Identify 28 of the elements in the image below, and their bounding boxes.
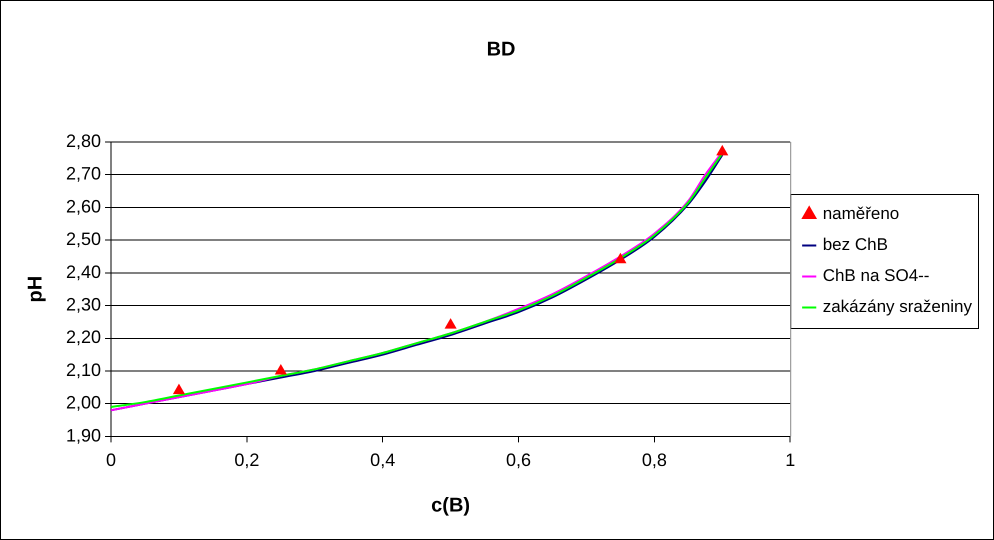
x-tick-label: 0,6 bbox=[506, 450, 532, 470]
x-tick-label: 1 bbox=[785, 450, 796, 470]
x-tick-label: 0,2 bbox=[234, 450, 260, 470]
point bbox=[614, 252, 626, 264]
y-tick-label: 1,90 bbox=[66, 425, 102, 446]
y-tick-label: 2,70 bbox=[66, 164, 102, 184]
y-tick-label: 2,50 bbox=[66, 229, 102, 250]
y-tick-label: 2,20 bbox=[66, 327, 102, 348]
point bbox=[716, 144, 728, 156]
x-tick-label: 0,4 bbox=[370, 450, 396, 470]
legend-label: ChB na SO4-- bbox=[822, 266, 930, 286]
y-tick-label: 2,40 bbox=[66, 262, 102, 282]
x-axis-title: c(B) bbox=[431, 494, 470, 517]
point bbox=[274, 364, 287, 374]
point bbox=[172, 384, 186, 394]
legend-label: zakázány sraženiny bbox=[822, 297, 972, 316]
y-tick-label: 2,80 bbox=[66, 130, 102, 151]
point bbox=[444, 318, 457, 329]
legend-label: naměřeno bbox=[822, 204, 900, 224]
y-tick-label: 2,30 bbox=[66, 294, 102, 315]
x-tick-label: 0,8 bbox=[642, 450, 667, 470]
y-axis-title: pH bbox=[24, 276, 47, 303]
chart-title: BD bbox=[486, 38, 516, 61]
legend-label: bez ChB bbox=[822, 235, 888, 254]
x-tick-label: 0 bbox=[106, 450, 116, 470]
y-tick-label: 2,10 bbox=[66, 360, 102, 380]
y-tick-label: 2,00 bbox=[66, 392, 102, 413]
y-tick-label: 2,60 bbox=[66, 196, 102, 216]
